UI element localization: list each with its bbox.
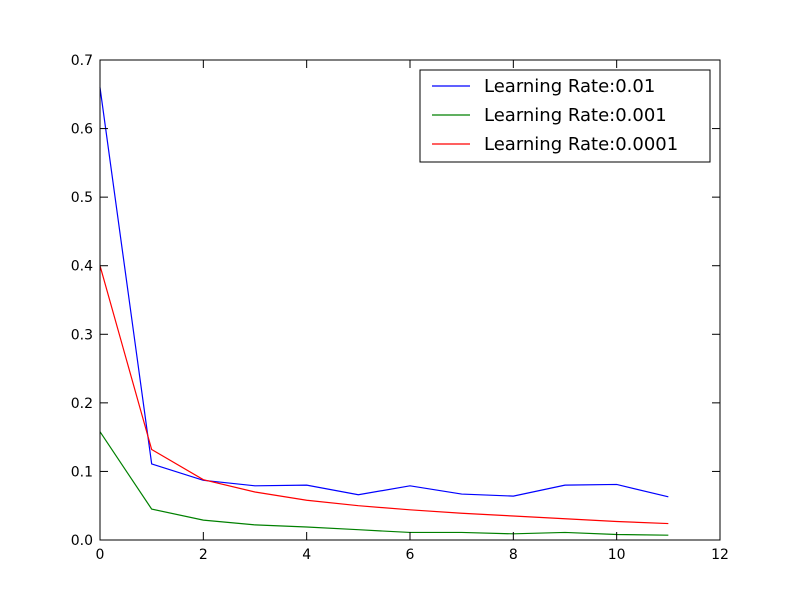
legend-label-2: Learning Rate:0.0001	[484, 134, 678, 155]
y-tick-label: 0.5	[71, 190, 93, 206]
x-tick-label: 12	[711, 547, 729, 563]
x-tick-label: 2	[199, 547, 208, 563]
x-tick-label: 0	[96, 547, 105, 563]
series-line-0	[99, 87, 669, 498]
y-tick-label: 0.1	[71, 464, 93, 480]
series-line-2	[99, 265, 669, 525]
series-layer	[99, 87, 669, 536]
y-tick-label: 0.3	[71, 327, 93, 343]
x-tick-label: 6	[406, 547, 415, 563]
legend-box	[419, 69, 711, 163]
x-tick-label: 8	[509, 547, 518, 563]
series-line-1	[99, 431, 669, 536]
x-tick-label: 10	[608, 547, 626, 563]
y-tick-label: 0.2	[71, 396, 93, 412]
y-tick-label: 0.6	[71, 122, 93, 138]
legend: Learning Rate:0.01 Learning Rate:0.001 Lea…	[419, 69, 711, 163]
legend-label-1: Learning Rate:0.001	[484, 105, 667, 126]
legend-label-0: Learning Rate:0.01	[484, 76, 655, 97]
y-tick-label: 0.7	[71, 53, 93, 69]
y-tick-label: 0.0	[71, 533, 93, 549]
x-tick-label: 4	[302, 547, 311, 563]
ticks-layer: 0 2 4 6 8 10 12 0.0 0.1 0.2 0.3 0.4 0.5 0.6 0.7	[71, 53, 729, 563]
y-tick-label: 0.4	[71, 259, 93, 275]
